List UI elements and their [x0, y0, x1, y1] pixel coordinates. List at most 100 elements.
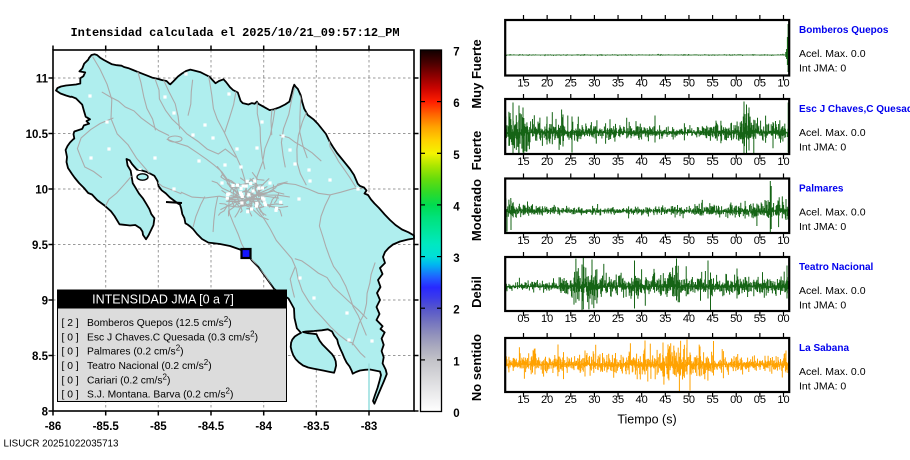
- svg-text:45: 45: [659, 235, 671, 247]
- svg-text:Int JMA: 0: Int JMA: 0: [799, 300, 846, 312]
- svg-text:-83.5: -83.5: [303, 421, 330, 433]
- svg-text:35: 35: [659, 313, 671, 325]
- svg-text:05: 05: [517, 313, 529, 325]
- svg-text:50: 50: [683, 78, 695, 90]
- svg-text:40: 40: [636, 235, 648, 247]
- svg-text:Cariari (0.2 cm/s2): Cariari (0.2 cm/s2): [87, 372, 170, 386]
- svg-text:Acel. Max. 0.0: Acel. Max. 0.0: [799, 366, 866, 378]
- svg-text:00: 00: [777, 313, 789, 325]
- svg-text:Teatro Nacional (0.2 cm/s2): Teatro Nacional (0.2 cm/s2): [87, 358, 212, 372]
- svg-text:50: 50: [683, 394, 695, 406]
- svg-text:25: 25: [565, 156, 577, 168]
- svg-text:35: 35: [612, 156, 624, 168]
- svg-text:Palmares: Palmares: [799, 184, 844, 195]
- svg-text:Teatro Nacional: Teatro Nacional: [799, 262, 873, 273]
- svg-text:05: 05: [754, 156, 766, 168]
- svg-text:30: 30: [588, 78, 600, 90]
- svg-text:40: 40: [636, 156, 648, 168]
- svg-text:15: 15: [565, 313, 577, 325]
- svg-text:6: 6: [453, 98, 459, 110]
- svg-text:Acel. Max. 0.0: Acel. Max. 0.0: [799, 207, 866, 219]
- svg-text:45: 45: [706, 313, 718, 325]
- svg-text:20: 20: [541, 394, 553, 406]
- svg-text:1: 1: [453, 356, 460, 368]
- svg-text:50: 50: [683, 156, 695, 168]
- svg-text:Acel. Max. 0.0: Acel. Max. 0.0: [799, 127, 866, 139]
- svg-text:20: 20: [541, 156, 553, 168]
- svg-text:25: 25: [565, 394, 577, 406]
- svg-text:05: 05: [754, 235, 766, 247]
- svg-text:25: 25: [565, 235, 577, 247]
- svg-text:11: 11: [36, 74, 49, 86]
- svg-text:55: 55: [706, 394, 718, 406]
- svg-text:Muy Fuerte: Muy Fuerte: [469, 39, 484, 108]
- svg-text:15: 15: [517, 156, 529, 168]
- svg-text:10.5: 10.5: [26, 129, 49, 141]
- svg-text:Bomberos Quepos (12.5 cm/s2): Bomberos Quepos (12.5 cm/s2): [87, 315, 232, 329]
- svg-text:00: 00: [730, 156, 742, 168]
- svg-text:Tiempo (s): Tiempo (s): [617, 413, 676, 427]
- svg-text:S.J. Montana. Barva (0.2 cm/s2: S.J. Montana. Barva (0.2 cm/s2): [87, 387, 233, 401]
- svg-text:8.5: 8.5: [32, 351, 49, 363]
- svg-text:35: 35: [612, 235, 624, 247]
- svg-text:9.5: 9.5: [32, 240, 49, 252]
- svg-text:3: 3: [453, 253, 459, 265]
- svg-text:10: 10: [777, 78, 789, 90]
- svg-text:30: 30: [588, 156, 600, 168]
- svg-text:-85: -85: [150, 421, 167, 433]
- svg-text:25: 25: [612, 313, 624, 325]
- svg-text:-86: -86: [45, 421, 62, 433]
- svg-text:00: 00: [730, 235, 742, 247]
- svg-text:4: 4: [453, 201, 460, 213]
- svg-text:9: 9: [42, 296, 48, 308]
- svg-text:35: 35: [612, 394, 624, 406]
- svg-text:30: 30: [636, 313, 648, 325]
- svg-text:Int JMA: 0: Int JMA: 0: [799, 221, 846, 233]
- svg-text:55: 55: [706, 156, 718, 168]
- svg-text:LISUCR 20251022035713: LISUCR 20251022035713: [4, 439, 119, 450]
- svg-text:55: 55: [754, 313, 766, 325]
- svg-text:15: 15: [517, 78, 529, 90]
- svg-text:55: 55: [706, 235, 718, 247]
- svg-text:30: 30: [588, 394, 600, 406]
- svg-text:[ 0 ]: [ 0 ]: [62, 347, 79, 358]
- svg-text:20: 20: [541, 78, 553, 90]
- svg-text:Moderado: Moderado: [469, 179, 484, 241]
- svg-text:25: 25: [565, 78, 577, 90]
- svg-text:10: 10: [777, 235, 789, 247]
- svg-text:Intensidad calculada el 2025/1: Intensidad calculada el 2025/10/21_09:57…: [71, 26, 400, 40]
- svg-text:Acel. Max. 0.0: Acel. Max. 0.0: [799, 285, 866, 297]
- svg-text:40: 40: [636, 394, 648, 406]
- svg-text:Palmares (0.2 cm/s2): Palmares (0.2 cm/s2): [87, 344, 184, 358]
- svg-text:10: 10: [777, 394, 789, 406]
- svg-text:7: 7: [453, 47, 459, 59]
- svg-text:[ 2 ]: [ 2 ]: [62, 318, 79, 329]
- svg-text:Acel. Max. 0.0: Acel. Max. 0.0: [799, 48, 866, 60]
- svg-text:Int JMA: 0: Int JMA: 0: [799, 381, 846, 393]
- svg-text:05: 05: [754, 78, 766, 90]
- svg-text:40: 40: [636, 78, 648, 90]
- svg-text:30: 30: [588, 235, 600, 247]
- svg-text:Int JMA: 0: Int JMA: 0: [799, 63, 846, 75]
- svg-text:Esc J Chaves,C Quesada: Esc J Chaves,C Quesada: [799, 104, 910, 115]
- svg-text:10: 10: [35, 185, 48, 197]
- svg-text:55: 55: [706, 78, 718, 90]
- svg-text:Fuerte: Fuerte: [469, 131, 484, 171]
- svg-text:10: 10: [777, 156, 789, 168]
- svg-text:Int JMA: 0: Int JMA: 0: [799, 142, 846, 154]
- svg-text:20: 20: [588, 313, 600, 325]
- svg-text:0: 0: [453, 408, 459, 420]
- svg-text:50: 50: [683, 235, 695, 247]
- svg-text:-85.5: -85.5: [93, 421, 120, 433]
- svg-text:45: 45: [659, 394, 671, 406]
- svg-text:5: 5: [453, 150, 460, 162]
- svg-text:La Sabana: La Sabana: [799, 343, 849, 354]
- svg-text:[ 0 ]: [ 0 ]: [62, 361, 79, 372]
- svg-text:Esc J Chaves.C Quesada (0.3 cm: Esc J Chaves.C Quesada (0.3 cm/s2): [87, 329, 258, 343]
- svg-text:Debil: Debil: [469, 276, 484, 308]
- svg-text:No sentido: No sentido: [469, 334, 484, 401]
- svg-text:10: 10: [541, 313, 553, 325]
- svg-text:Bomberos Quepos: Bomberos Quepos: [799, 25, 889, 36]
- svg-text:[ 0 ]: [ 0 ]: [62, 390, 79, 401]
- svg-text:35: 35: [612, 78, 624, 90]
